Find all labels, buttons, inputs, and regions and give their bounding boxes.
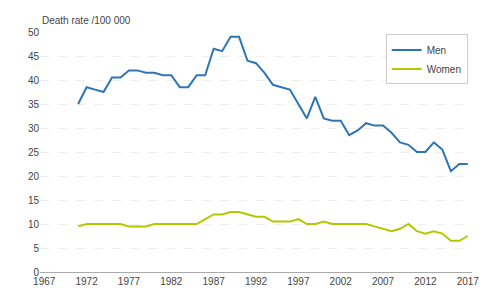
svg-text:10: 10 xyxy=(28,219,40,230)
svg-text:Death rate /100 000: Death rate /100 000 xyxy=(42,15,131,26)
svg-text:1967: 1967 xyxy=(33,276,56,287)
svg-text:35: 35 xyxy=(28,99,40,110)
svg-text:50: 50 xyxy=(28,27,40,38)
svg-text:1992: 1992 xyxy=(245,276,268,287)
svg-text:1987: 1987 xyxy=(203,276,226,287)
svg-text:1982: 1982 xyxy=(160,276,183,287)
svg-text:20: 20 xyxy=(28,171,40,182)
svg-text:15: 15 xyxy=(28,195,40,206)
svg-text:Women: Women xyxy=(427,64,461,75)
svg-text:5: 5 xyxy=(33,243,39,254)
svg-text:2007: 2007 xyxy=(372,276,395,287)
svg-text:25: 25 xyxy=(28,147,40,158)
svg-text:45: 45 xyxy=(28,51,40,62)
svg-text:0: 0 xyxy=(33,267,39,278)
svg-text:40: 40 xyxy=(28,75,40,86)
svg-text:2012: 2012 xyxy=(414,276,437,287)
svg-text:2017: 2017 xyxy=(457,276,480,287)
svg-text:2002: 2002 xyxy=(330,276,353,287)
svg-text:Men: Men xyxy=(427,45,446,56)
svg-text:30: 30 xyxy=(28,123,40,134)
svg-text:1997: 1997 xyxy=(287,276,310,287)
svg-text:1977: 1977 xyxy=(118,276,141,287)
svg-text:1972: 1972 xyxy=(75,276,98,287)
